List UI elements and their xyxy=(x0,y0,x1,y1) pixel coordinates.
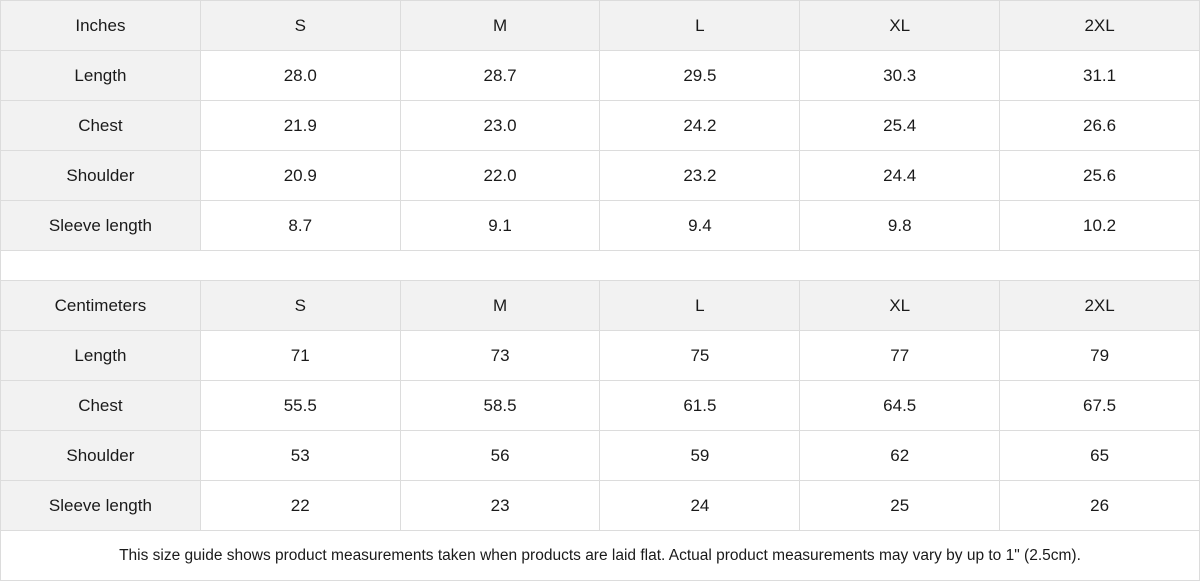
size-header: 2XL xyxy=(999,0,1200,51)
measurement-value: 59 xyxy=(599,430,801,481)
measurement-value: 53 xyxy=(199,430,401,481)
size-header: L xyxy=(599,280,801,331)
spacer-row xyxy=(0,250,1200,281)
measurement-label: Sleeve length xyxy=(0,200,201,251)
measurement-value: 25.4 xyxy=(799,100,1001,151)
measurement-value: 29.5 xyxy=(599,50,801,101)
measurement-label: Sleeve length xyxy=(0,480,201,531)
measurement-value: 79 xyxy=(999,330,1200,381)
size-header: M xyxy=(399,0,601,51)
size-header: 2XL xyxy=(999,280,1200,331)
measurement-value: 8.7 xyxy=(199,200,401,251)
measurement-value: 71 xyxy=(199,330,401,381)
table-row: Chest 55.5 58.5 61.5 64.5 67.5 xyxy=(0,380,1200,431)
measurement-value: 77 xyxy=(799,330,1001,381)
measurement-value: 31.1 xyxy=(999,50,1200,101)
size-header: XL xyxy=(799,0,1001,51)
measurement-value: 67.5 xyxy=(999,380,1200,431)
table-row: Sleeve length 8.7 9.1 9.4 9.8 10.2 xyxy=(0,200,1200,251)
measurement-value: 56 xyxy=(399,430,601,481)
measurement-value: 58.5 xyxy=(399,380,601,431)
measurement-value: 25 xyxy=(799,480,1001,531)
table-row: Sleeve length 22 23 24 25 26 xyxy=(0,480,1200,531)
inches-unit-label: Inches xyxy=(0,0,201,51)
spacer-cell xyxy=(0,250,1200,281)
measurement-value: 24.4 xyxy=(799,150,1001,201)
measurement-value: 73 xyxy=(399,330,601,381)
measurement-label: Shoulder xyxy=(0,150,201,201)
measurement-value: 24.2 xyxy=(599,100,801,151)
size-header: XL xyxy=(799,280,1001,331)
measurement-value: 23 xyxy=(399,480,601,531)
measurement-value: 65 xyxy=(999,430,1200,481)
measurement-value: 22.0 xyxy=(399,150,601,201)
size-header: S xyxy=(199,0,401,51)
measurement-value: 20.9 xyxy=(199,150,401,201)
measurement-value: 26.6 xyxy=(999,100,1200,151)
measurement-value: 61.5 xyxy=(599,380,801,431)
table-row: Shoulder 20.9 22.0 23.2 24.4 25.6 xyxy=(0,150,1200,201)
measurement-value: 62 xyxy=(799,430,1001,481)
measurement-label: Shoulder xyxy=(0,430,201,481)
measurement-label: Chest xyxy=(0,380,201,431)
measurement-value: 23.0 xyxy=(399,100,601,151)
measurement-value: 21.9 xyxy=(199,100,401,151)
centimeters-unit-label: Centimeters xyxy=(0,280,201,331)
measurement-value: 23.2 xyxy=(599,150,801,201)
measurement-value: 28.0 xyxy=(199,50,401,101)
inches-header-row: Inches S M L XL 2XL xyxy=(0,0,1200,51)
size-header: L xyxy=(599,0,801,51)
table-row: Length 71 73 75 77 79 xyxy=(0,330,1200,381)
measurement-value: 9.4 xyxy=(599,200,801,251)
measurement-value: 9.1 xyxy=(399,200,601,251)
size-header: S xyxy=(199,280,401,331)
measurement-label: Chest xyxy=(0,100,201,151)
measurement-value: 28.7 xyxy=(399,50,601,101)
measurement-value: 55.5 xyxy=(199,380,401,431)
table-row: Length 28.0 28.7 29.5 30.3 31.1 xyxy=(0,50,1200,101)
measurement-value: 25.6 xyxy=(999,150,1200,201)
measurement-value: 26 xyxy=(999,480,1200,531)
table-row: Chest 21.9 23.0 24.2 25.4 26.6 xyxy=(0,100,1200,151)
measurement-value: 10.2 xyxy=(999,200,1200,251)
measurement-label: Length xyxy=(0,330,201,381)
measurement-value: 9.8 xyxy=(799,200,1001,251)
measurement-value: 64.5 xyxy=(799,380,1001,431)
measurement-note: This size guide shows product measuremen… xyxy=(0,530,1200,581)
size-header: M xyxy=(399,280,601,331)
note-row: This size guide shows product measuremen… xyxy=(0,530,1200,581)
centimeters-header-row: Centimeters S M L XL 2XL xyxy=(0,280,1200,331)
measurement-value: 30.3 xyxy=(799,50,1001,101)
measurement-value: 75 xyxy=(599,330,801,381)
measurement-value: 22 xyxy=(199,480,401,531)
measurement-label: Length xyxy=(0,50,201,101)
measurement-value: 24 xyxy=(599,480,801,531)
table-row: Shoulder 53 56 59 62 65 xyxy=(0,430,1200,481)
